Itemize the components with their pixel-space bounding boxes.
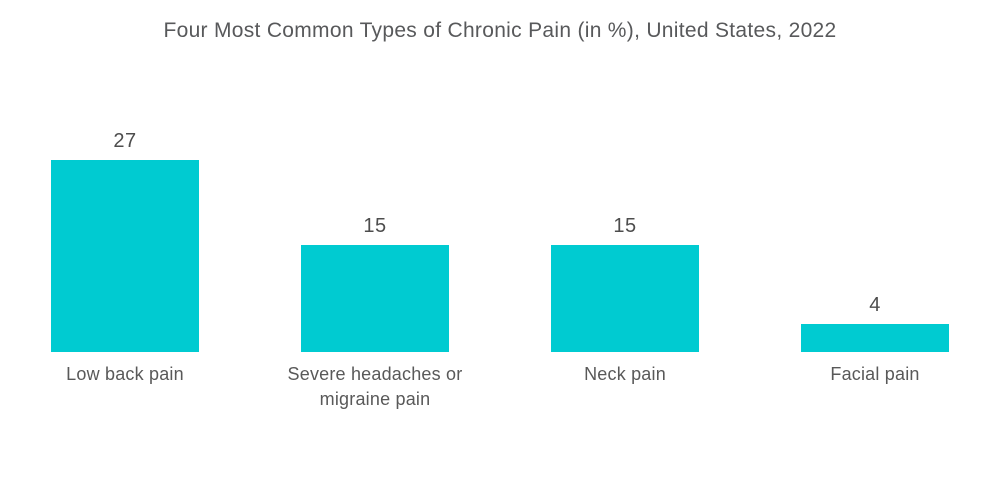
category-label: Facial pain <box>750 352 1000 412</box>
category-label: Low back pain <box>0 352 250 412</box>
bar-column-facial-pain: 4 <box>750 0 1000 352</box>
category-label: Severe headaches or migraine pain <box>250 352 500 412</box>
bar-value-label: 15 <box>363 215 387 238</box>
bar-column-low-back-pain: 27 <box>0 0 250 352</box>
bar <box>801 323 949 352</box>
category-label-text: Low back pain <box>66 364 184 384</box>
category-label-text: Neck pain <box>584 364 666 384</box>
category-label-text: Severe headaches or migraine pain <box>287 364 463 409</box>
plot-area: 27 15 15 4 <box>0 0 1000 352</box>
bar <box>301 245 449 352</box>
bar <box>51 160 199 352</box>
bar-column-severe-headaches: 15 <box>250 0 500 352</box>
category-label: Neck pain <box>500 352 750 412</box>
bar-column-neck-pain: 15 <box>500 0 750 352</box>
bar-value-label: 15 <box>613 215 637 238</box>
chart-title: Four Most Common Types of Chronic Pain (… <box>163 19 837 42</box>
bar-value-label: 4 <box>869 293 881 316</box>
category-axis: Low back pain Severe headaches or migrai… <box>0 352 1000 412</box>
category-label-text: Facial pain <box>830 364 920 384</box>
bar <box>551 245 699 352</box>
bar-value-label: 27 <box>113 130 137 152</box>
